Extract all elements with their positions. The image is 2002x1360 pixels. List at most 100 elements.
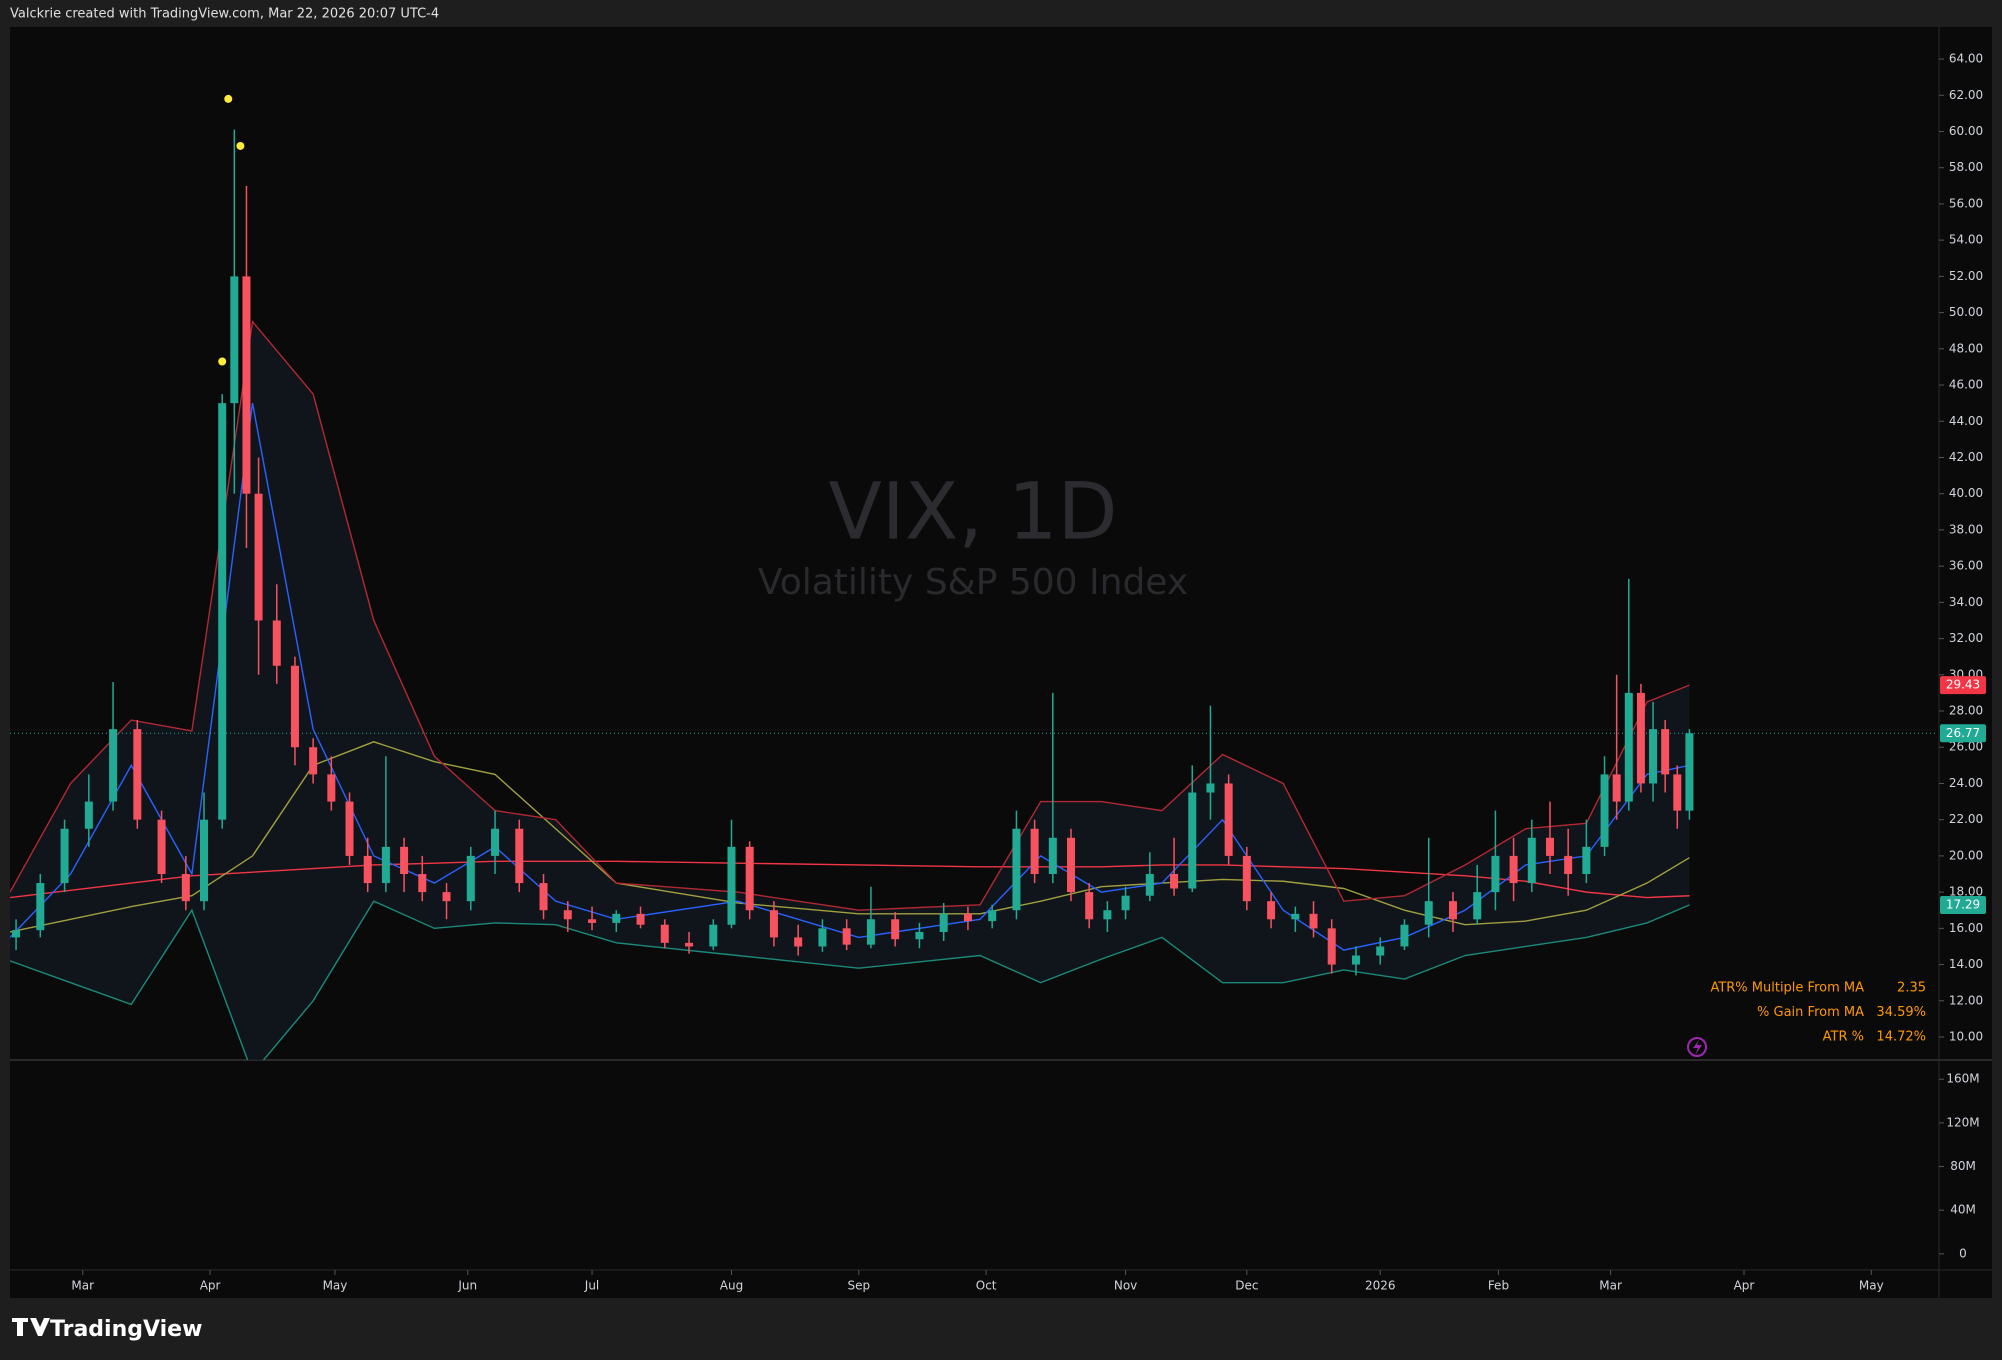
x-tick-label: Apr bbox=[200, 1279, 221, 1293]
candle-body bbox=[442, 892, 451, 902]
price-label-bg bbox=[1940, 724, 1986, 743]
candle-body bbox=[1085, 892, 1094, 920]
candle-body bbox=[1473, 892, 1482, 920]
candle-body bbox=[1309, 913, 1318, 929]
overlay-line bbox=[10, 320, 1690, 911]
candle-body bbox=[1224, 783, 1233, 856]
candle-body bbox=[181, 874, 190, 902]
x-tick-label: Jun bbox=[457, 1279, 477, 1293]
candle-body bbox=[1400, 924, 1409, 947]
candle-body bbox=[988, 910, 997, 922]
candle-body bbox=[60, 828, 69, 884]
y-tick-label: 12.00 bbox=[1949, 993, 1983, 1007]
x-tick-label: Dec bbox=[1235, 1279, 1258, 1293]
y-tick-label: 34.00 bbox=[1949, 595, 1983, 609]
candle-body bbox=[1067, 837, 1076, 893]
price-label-bg bbox=[1940, 895, 1986, 914]
brand-logo bbox=[12, 1318, 50, 1336]
x-tick-label: Sep bbox=[847, 1279, 870, 1293]
candle-body bbox=[1448, 901, 1457, 920]
table-label: ATR% Multiple From MA bbox=[1710, 981, 1864, 996]
candle-body bbox=[254, 493, 263, 621]
x-tick-label: Feb bbox=[1488, 1279, 1509, 1293]
candle-body bbox=[1188, 792, 1197, 889]
y-tick-label: 46.00 bbox=[1949, 378, 1983, 392]
candle-body bbox=[1351, 955, 1360, 965]
candle-body bbox=[1267, 901, 1276, 920]
candle-body bbox=[1527, 837, 1536, 884]
candle-body bbox=[290, 665, 299, 748]
candle-body bbox=[1206, 783, 1215, 793]
candle-body bbox=[1545, 837, 1554, 856]
table-label: % Gain From MA bbox=[1757, 1005, 1864, 1020]
candle-body bbox=[1564, 855, 1573, 875]
candle-body bbox=[727, 846, 736, 925]
candle-body bbox=[1376, 946, 1385, 956]
candle-body bbox=[612, 913, 621, 923]
candle-body bbox=[685, 942, 694, 947]
candle-body bbox=[1103, 910, 1112, 920]
signal-dot bbox=[236, 141, 245, 150]
candle-body bbox=[1685, 733, 1694, 811]
candle-body bbox=[327, 774, 336, 802]
table-value: 34.59% bbox=[1876, 1005, 1926, 1020]
candle-body bbox=[157, 819, 166, 875]
y-tick-label: 42.00 bbox=[1949, 450, 1983, 464]
volume-tick-label: 120M bbox=[1946, 1115, 1979, 1129]
x-tick-label: May bbox=[323, 1279, 348, 1293]
y-tick-label: 64.00 bbox=[1949, 52, 1983, 66]
candle-body bbox=[745, 846, 754, 911]
y-tick-label: 14.00 bbox=[1949, 957, 1983, 971]
candle-body bbox=[272, 620, 281, 666]
y-tick-label: 38.00 bbox=[1949, 522, 1983, 536]
y-tick-label: 40.00 bbox=[1949, 486, 1983, 500]
candle-body bbox=[539, 883, 548, 911]
volume-tick-label: 40M bbox=[1950, 1203, 1976, 1217]
candle-body bbox=[842, 928, 851, 945]
x-tick-label: Jul bbox=[584, 1279, 599, 1293]
candle-body bbox=[1242, 855, 1251, 902]
candle-body bbox=[345, 801, 354, 856]
y-tick-label: 32.00 bbox=[1949, 631, 1983, 645]
x-tick-label: Oct bbox=[976, 1279, 997, 1293]
candle-body bbox=[1012, 828, 1021, 911]
candle-body bbox=[309, 747, 318, 775]
candle-body bbox=[1649, 729, 1658, 784]
y-tick-label: 22.00 bbox=[1949, 812, 1983, 826]
x-tick-label: Aug bbox=[720, 1279, 743, 1293]
y-tick-label: 58.00 bbox=[1949, 160, 1983, 174]
table-value: 2.35 bbox=[1897, 981, 1926, 996]
candle-body bbox=[200, 819, 209, 902]
candle-body bbox=[1582, 846, 1591, 875]
candle-body bbox=[12, 930, 21, 938]
overlay-line bbox=[10, 900, 1690, 1060]
candle-body bbox=[515, 828, 524, 884]
candle-body bbox=[1600, 774, 1609, 847]
candle-body bbox=[818, 928, 827, 947]
candle-body bbox=[84, 801, 93, 829]
table-label: ATR % bbox=[1823, 1030, 1864, 1045]
volume-tick-label: 0 bbox=[1959, 1246, 1967, 1260]
candle-body bbox=[1509, 855, 1518, 884]
candle-body bbox=[588, 919, 597, 923]
watermark-title: VIX, 1D bbox=[828, 467, 1117, 557]
y-tick-label: 48.00 bbox=[1949, 341, 1983, 355]
candle-body bbox=[1291, 913, 1300, 920]
price-label: 29.43 bbox=[1946, 678, 1980, 692]
candle-body bbox=[109, 729, 118, 802]
candle-body bbox=[769, 910, 778, 938]
candle-body bbox=[1612, 774, 1621, 802]
price-axis bbox=[1940, 27, 1992, 1298]
candle-body bbox=[230, 276, 239, 404]
candle-body bbox=[1121, 895, 1130, 911]
x-tick-label: Mar bbox=[1599, 1279, 1622, 1293]
candle-body bbox=[1636, 692, 1645, 784]
candle-body bbox=[36, 883, 45, 931]
candle-body bbox=[466, 855, 475, 902]
price-label: 26.77 bbox=[1946, 726, 1980, 740]
y-tick-label: 20.00 bbox=[1949, 848, 1983, 862]
candle-body bbox=[218, 403, 227, 820]
candle-body bbox=[660, 924, 669, 943]
watermark-subtitle: Volatility S&P 500 Index bbox=[758, 562, 1188, 603]
y-tick-label: 62.00 bbox=[1949, 88, 1983, 102]
